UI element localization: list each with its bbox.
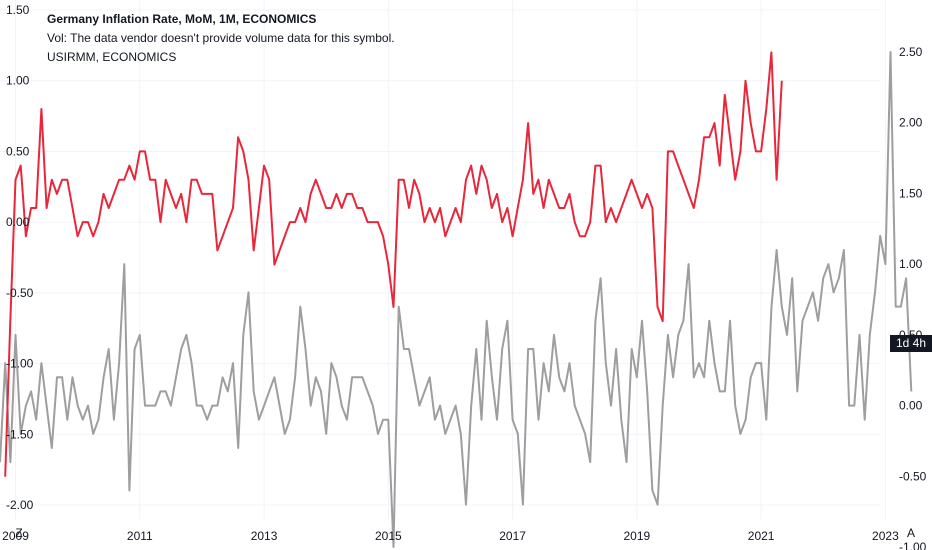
time-axis-tick-label: 2015 (375, 529, 402, 543)
right-axis-tick-label: 0.00 (899, 399, 923, 413)
legend-compare-symbol[interactable]: USIRMM, ECONOMICS (47, 50, 177, 64)
left-axis-tick-label: -0.50 (6, 286, 34, 300)
right-axis-tick-label: -0.50 (899, 469, 927, 483)
left-axis-tick-label: 1.50 (6, 3, 30, 17)
time-axis-tick-label: 2023 (872, 529, 899, 543)
time-axis-tick-label: 2013 (251, 529, 278, 543)
left-axis-tick-label: -1.00 (6, 357, 34, 371)
time-axis-tick-label: 2017 (499, 529, 526, 543)
countdown-badge: 1d 4h (890, 335, 932, 352)
germany-inflation-line[interactable] (4, 51, 783, 477)
left-axis-tick-label: -2.00 (6, 498, 34, 512)
right-axis-tick-label: 2.50 (899, 45, 923, 59)
left-axis-tick-label: -1.50 (6, 427, 34, 441)
right-axis-tick-label: -1.00 (899, 540, 927, 550)
time-axis-tick-label: 2011 (127, 529, 153, 543)
auto-scale-button[interactable]: A (906, 526, 915, 540)
left-axis-tick-label: 0.50 (6, 144, 30, 158)
chart-legend: Germany Inflation Rate, MoM, 1M, ECONOMI… (47, 10, 395, 67)
right-axis-tick-label: 2.00 (899, 116, 923, 130)
us-inflation-series[interactable] (0, 51, 913, 548)
right-axis-tick-label: 1.50 (899, 186, 923, 200)
us-inflation-line[interactable] (0, 51, 913, 548)
time-axis-tick-label: 2021 (748, 529, 775, 543)
right-price-axis[interactable]: 2.502.001.501.000.500.00-0.50-1.00 (899, 45, 927, 550)
right-axis-tick-label: 1.00 (899, 257, 923, 271)
time-axis-tick-label: 2009 (2, 529, 29, 543)
left-axis-tick-label: 0.00 (6, 215, 30, 229)
time-axis-tick-label: 2019 (624, 529, 651, 543)
left-axis-tick-label: 1.00 (6, 74, 30, 88)
legend-volume-note: Vol: The data vendor doesn't provide vol… (47, 31, 395, 45)
left-price-axis[interactable]: 1.50 1.00 0.50 0.00 -0.50 -1.00 -1.50 -2.00 (6, 3, 34, 512)
time-axis[interactable]: 2009 2011 2013 2015 2017 2019 2021 2023 (2, 529, 899, 543)
zoom-toggle-button[interactable]: Z (15, 526, 23, 540)
legend-title[interactable]: Germany Inflation Rate, MoM, 1M, ECONOMI… (47, 12, 317, 26)
gridlines (0, 0, 886, 520)
germany-inflation-series[interactable] (4, 51, 783, 477)
